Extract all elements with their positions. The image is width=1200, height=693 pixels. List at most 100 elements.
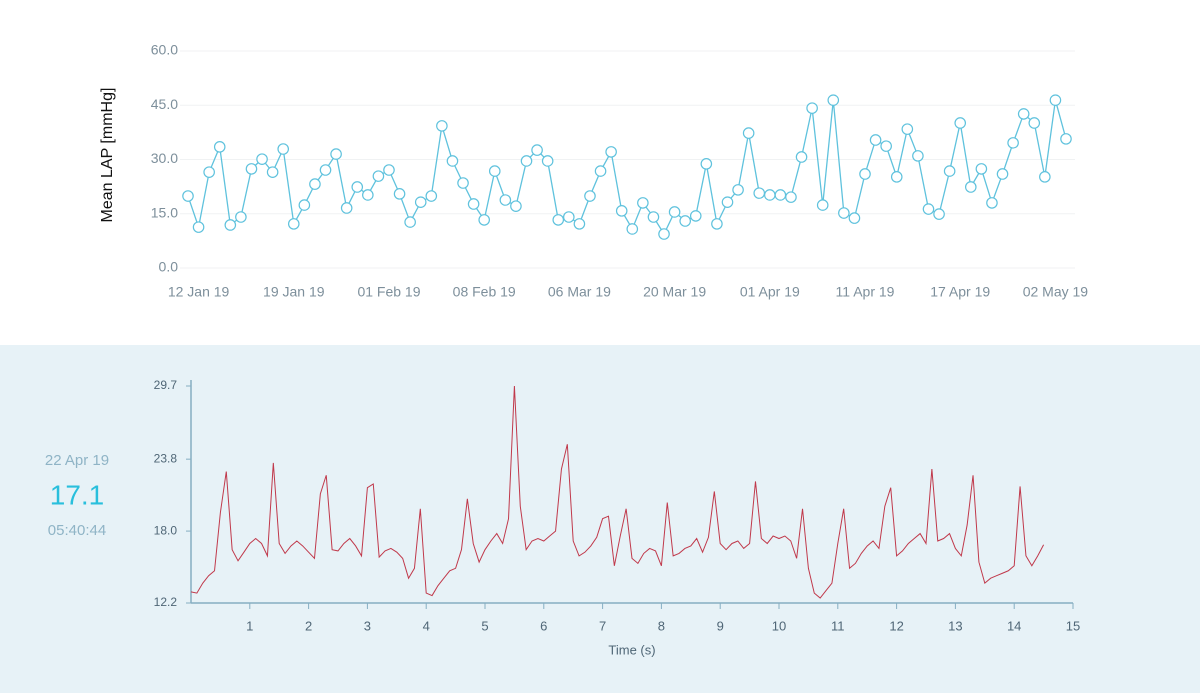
data-point <box>647 211 660 223</box>
data-point <box>753 187 766 199</box>
data-point <box>964 181 977 193</box>
data-point <box>848 212 861 224</box>
data-point <box>594 165 607 177</box>
data-point <box>383 164 395 176</box>
data-point <box>996 168 1009 180</box>
data-point <box>488 165 501 177</box>
data-point <box>922 203 935 215</box>
data-point <box>573 218 586 230</box>
data-point <box>605 146 617 158</box>
y-tick-label: 18.0 <box>154 523 178 537</box>
data-point <box>235 211 247 223</box>
y-axis-label: Mean LAP [mmHg] <box>99 88 116 223</box>
x-tick-label: 1 <box>246 618 253 633</box>
x-tick-label: 20 Mar 19 <box>643 284 706 300</box>
selected-date: 22 Apr 19 <box>45 452 109 469</box>
data-point <box>584 190 596 202</box>
data-point <box>721 196 734 208</box>
data-point <box>478 214 490 226</box>
data-point <box>414 196 427 208</box>
data-point <box>298 199 311 211</box>
x-axis-label: Time (s) <box>608 642 655 657</box>
data-point <box>393 188 406 200</box>
x-tick-label: 6 <box>540 618 547 633</box>
data-point <box>901 123 914 135</box>
data-point <box>912 150 924 162</box>
data-point <box>890 171 903 183</box>
data-line <box>190 385 1045 599</box>
data-point <box>859 168 871 180</box>
data-point <box>287 218 300 230</box>
y-tick-label: 29.7 <box>154 378 178 392</box>
x-tick-label: 08 Feb 19 <box>453 284 516 300</box>
x-tick-label: 17 Apr 19 <box>930 284 990 300</box>
data-point <box>351 181 364 193</box>
data-point <box>1049 94 1062 106</box>
data-point <box>192 221 205 233</box>
data-point <box>531 144 543 156</box>
data-point <box>330 148 342 160</box>
x-tick-label: 8 <box>658 618 665 633</box>
data-point <box>711 218 723 230</box>
data-point <box>764 189 776 201</box>
data-point <box>689 210 702 222</box>
x-tick-label: 02 May 19 <box>1023 284 1089 300</box>
x-tick-label: 9 <box>717 618 724 633</box>
data-point <box>541 155 554 167</box>
bottom-panel <box>0 345 1200 693</box>
data-point <box>309 178 321 190</box>
data-point <box>795 151 808 163</box>
data-point <box>256 153 268 165</box>
data-point <box>679 215 691 227</box>
data-point <box>658 228 670 240</box>
x-tick-label: 11 Apr 19 <box>836 284 895 300</box>
data-point <box>933 208 945 220</box>
data-point <box>785 191 797 203</box>
data-point <box>245 163 258 175</box>
data-point <box>986 197 998 209</box>
y-tick-label: 12.2 <box>154 595 178 609</box>
data-point <box>732 184 744 196</box>
data-point <box>457 177 469 189</box>
data-point <box>637 197 649 209</box>
x-tick-label: 12 Jan 19 <box>168 284 230 300</box>
data-point <box>615 205 628 217</box>
data-point <box>1039 171 1051 183</box>
data-point <box>372 170 385 182</box>
data-point <box>827 94 840 106</box>
data-point <box>499 194 512 206</box>
data-point <box>1028 117 1041 129</box>
selected-value: 17.1 <box>50 479 105 510</box>
data-point <box>510 200 522 212</box>
data-point <box>446 155 459 167</box>
x-tick-label: 14 <box>1007 618 1021 633</box>
data-point <box>213 141 226 153</box>
data-point <box>436 120 448 132</box>
data-point <box>563 211 575 223</box>
x-tick-label: 2 <box>305 618 312 633</box>
data-point <box>806 102 818 114</box>
data-point <box>266 166 279 178</box>
data-point <box>425 190 438 202</box>
x-tick-label: 06 Mar 19 <box>548 284 611 300</box>
y-tick-label: 60.0 <box>151 42 178 58</box>
x-tick-label: 01 Feb 19 <box>357 284 420 300</box>
data-point <box>182 190 194 202</box>
data-point <box>774 189 787 201</box>
x-tick-label: 12 <box>889 618 903 633</box>
data-point <box>626 223 639 235</box>
data-point <box>975 163 988 175</box>
x-tick-label: 7 <box>599 618 606 633</box>
x-tick-label: 3 <box>364 618 371 633</box>
x-tick-label: 11 <box>831 618 845 633</box>
y-tick-label: 15.0 <box>151 204 178 220</box>
data-point <box>742 127 755 139</box>
data-point <box>552 214 565 226</box>
data-point <box>362 189 374 201</box>
data-point <box>467 198 480 210</box>
x-tick-label: 01 Apr 19 <box>740 284 800 300</box>
data-point <box>869 134 882 146</box>
data-point <box>520 155 533 167</box>
data-point <box>1017 108 1030 120</box>
